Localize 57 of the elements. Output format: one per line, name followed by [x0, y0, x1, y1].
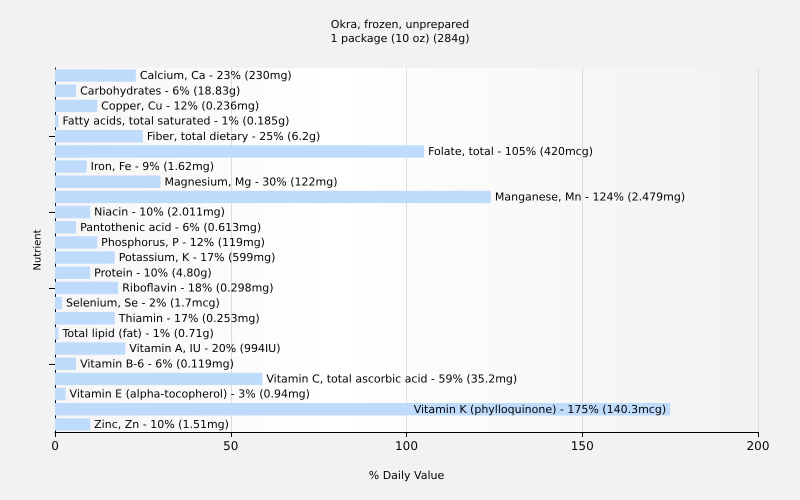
bar — [55, 327, 59, 340]
y-tick-label: Magnesium, Mg - 30% (122mg) — [164, 175, 338, 188]
y-tick-label: Vitamin K (phylloquinone) - 175% (140.3mcg) — [414, 402, 666, 416]
y-axis-title: Nutrient — [32, 229, 44, 271]
bar — [55, 266, 90, 279]
bar — [55, 312, 115, 324]
x-tick-label: 200 — [746, 439, 770, 453]
y-tick-label: Protein - 10% (4.80g) — [94, 266, 212, 280]
y-tick-label: Niacin - 10% (2.011mg) — [94, 206, 225, 219]
y-tick-label: Vitamin B-6 - 6% (0.119mg) — [80, 357, 234, 370]
y-tick-label: Total lipid (fat) - 1% (0.71g) — [62, 326, 214, 340]
bar — [55, 236, 98, 249]
bar — [55, 403, 670, 416]
bar — [55, 388, 66, 400]
x-tick-label: 150 — [570, 439, 594, 453]
y-tick-label: Manganese, Mn - 124% (2.479mg) — [494, 190, 686, 204]
chart-subtitle: 1 package (10 oz) (284g) — [330, 32, 470, 45]
y-tick-label: Pantothenic acid - 6% (0.613mg) — [80, 220, 262, 234]
x-tick-label: 50 — [223, 439, 238, 453]
y-tick-label: Vitamin A, IU - 20% (994IU) — [129, 342, 281, 356]
bar — [55, 100, 98, 112]
bar — [55, 282, 118, 294]
y-tick-label: Carbohydrates - 6% (18.83g) — [80, 84, 240, 98]
bar — [55, 206, 90, 218]
bar — [55, 176, 160, 188]
bar — [55, 296, 62, 310]
bar — [55, 342, 126, 355]
bar — [55, 372, 262, 386]
y-tick-label: Potassium, K - 17% (599mg) — [118, 251, 276, 264]
y-tick-label: Fatty acids, total saturated - 1% (0.185g) — [62, 114, 290, 128]
y-tick-label: Riboflavin - 18% (0.298mg) — [122, 281, 274, 294]
y-tick-label: Fiber, total dietary - 25% (6.2g) — [146, 130, 320, 143]
bar — [55, 69, 136, 82]
bar — [55, 190, 491, 204]
bar — [55, 84, 76, 97]
y-tick-label: Vitamin E (alpha-tocopherol) - 3% (0.94mg) — [70, 388, 310, 401]
x-tick-label: 100 — [395, 439, 418, 453]
bar — [55, 160, 87, 173]
bar — [55, 130, 143, 142]
chart-title: Okra, frozen, unprepared — [330, 18, 470, 31]
y-tick-label: Selenium, Se - 2% (1.7mcg) — [66, 296, 220, 310]
bar — [55, 418, 90, 431]
bar — [55, 221, 76, 234]
y-tick-label: Phosphorus, P - 12% (119mg) — [101, 236, 265, 249]
y-tick-label: Copper, Cu - 12% (0.236mg) — [101, 99, 260, 112]
y-tick-label: Zinc, Zn - 10% (1.51mg) — [94, 418, 229, 431]
y-tick-label: Calcium, Ca - 23% (230mg) — [140, 69, 292, 82]
x-tick-label: 0 — [51, 439, 59, 453]
bar — [55, 251, 115, 264]
bar — [55, 358, 76, 370]
bar — [55, 114, 59, 128]
y-tick-label: Iron, Fe - 9% (1.62mg) — [90, 160, 214, 174]
y-tick-label: Thiamin - 17% (0.253mg) — [118, 312, 260, 325]
bar — [55, 145, 424, 158]
y-tick-label: Folate, total - 105% (420mcg) — [428, 144, 593, 158]
x-axis-title: % Daily Value — [368, 469, 444, 482]
y-tick-label: Vitamin C, total ascorbic acid - 59% (35.2mg) — [266, 372, 518, 386]
